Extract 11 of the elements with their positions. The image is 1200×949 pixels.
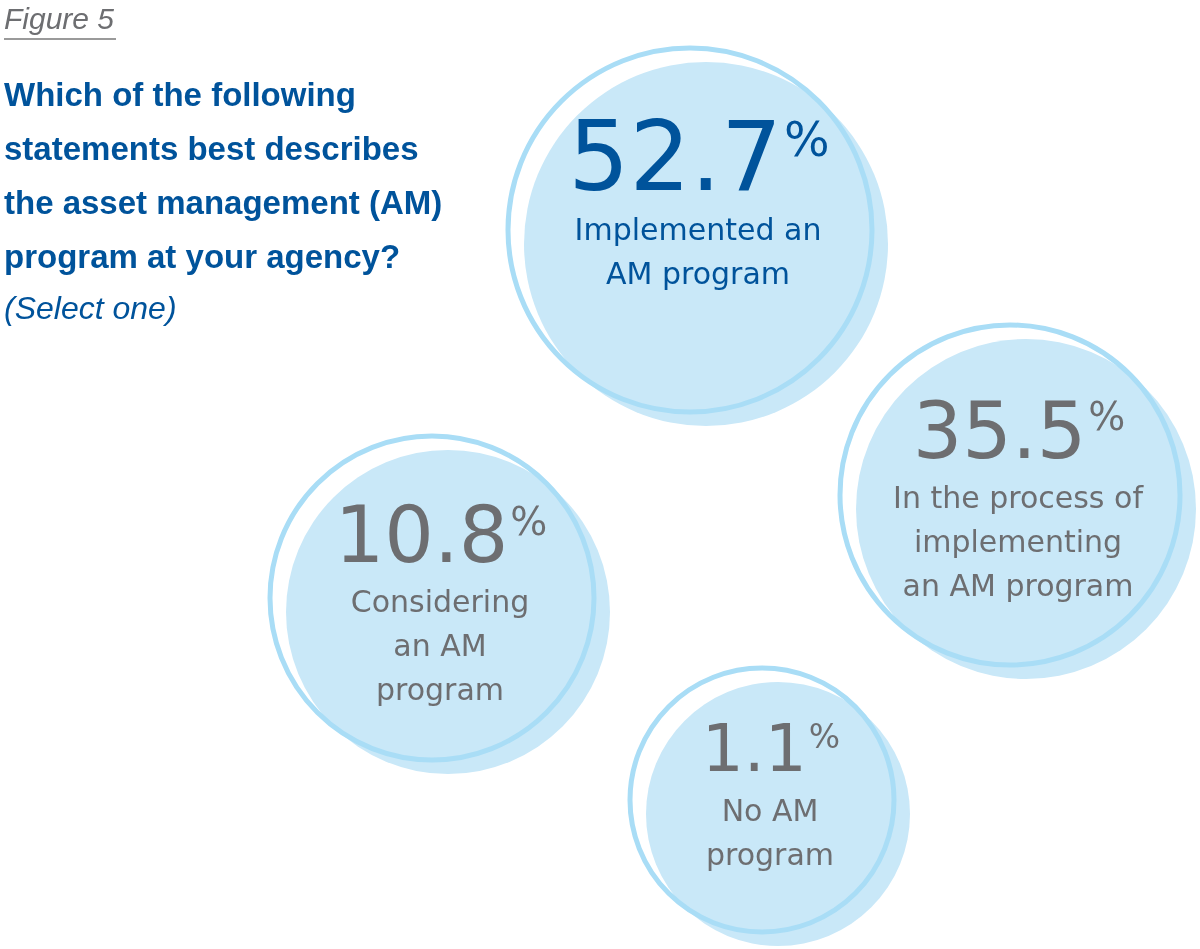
text: Which of the following statements best describes the asset management (AM) program at your agency? xyxy=(4,75,444,277)
caption: Figure 5 xyxy=(4,2,116,40)
text: (Select one) xyxy=(4,289,178,328)
data-label: 52.7% xyxy=(568,100,830,213)
category-label: In the process of implementing an AM program xyxy=(893,479,1145,603)
data-label: 1.1% xyxy=(701,709,841,787)
data-label: 35.5% xyxy=(912,385,1126,476)
category-label: No AM program xyxy=(705,792,835,872)
data-label: 10.8% xyxy=(334,490,548,581)
category-label: Considering an AM program xyxy=(350,584,530,708)
category-label: Implemented an AM program xyxy=(574,211,822,291)
